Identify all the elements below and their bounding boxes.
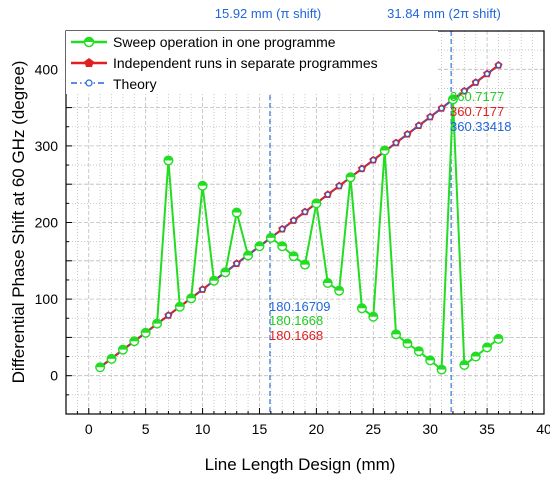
- sweep-data-point-fill: [198, 181, 207, 186]
- sweep-data-point-fill: [346, 173, 355, 178]
- annotation-16mm-independent: 180.1668: [269, 328, 323, 343]
- theory-data-point: [495, 62, 502, 68]
- sweep-data-point-fill: [300, 260, 310, 265]
- x-tick-label: 10: [195, 421, 211, 437]
- vline-label-2pi: 31.84 mm (2π shift): [387, 6, 501, 21]
- sweep-data-point-fill: [243, 251, 253, 256]
- legend-box: [66, 31, 438, 94]
- sweep-data-point-fill: [403, 339, 412, 344]
- y-tick-label: 300: [35, 138, 59, 154]
- theory-data-point: [302, 209, 308, 215]
- sweep-data-point-fill: [221, 267, 230, 273]
- theory-data-point: [427, 114, 433, 120]
- theory-data-point: [404, 131, 411, 137]
- sweep-data-point-fill: [141, 328, 150, 333]
- series-layer: [95, 61, 504, 375]
- sweep-data-point-fill: [255, 241, 264, 247]
- theory-data-point: [325, 191, 331, 198]
- x-tick-label: 5: [142, 421, 150, 437]
- sweep-data-point-fill: [232, 208, 242, 213]
- sweep-data-point-fill: [460, 360, 469, 365]
- x-tick-label: 15: [252, 421, 268, 437]
- x-tick-label: 0: [85, 421, 93, 437]
- sweep-data-point-fill: [437, 365, 446, 370]
- sweep-data-point-fill: [277, 241, 287, 247]
- sweep-data-point-fill: [494, 334, 503, 339]
- y-tick-label: 200: [35, 215, 59, 231]
- annotation-32mm-theory: 360.33418: [450, 119, 511, 134]
- theory-data-point: [165, 312, 172, 319]
- theory-data-point: [393, 140, 399, 146]
- sweep-data-point-fill: [129, 336, 139, 342]
- sweep-data-point-fill: [209, 276, 219, 281]
- x-tick-label: 35: [479, 421, 495, 437]
- x-tick-label: 40: [536, 421, 550, 437]
- x-tick-label: 25: [365, 421, 381, 437]
- legend-marker-sweep-fill: [84, 37, 94, 42]
- theory-data-point: [234, 260, 240, 267]
- x-axis-title: Line Length Design (mm): [205, 455, 396, 474]
- legend-item-independent: Independent runs in separate programmes: [71, 55, 378, 71]
- legend-item-theory: Theory: [71, 76, 157, 92]
- legend-item-sweep: Sweep operation in one programme: [71, 34, 336, 50]
- sweep-data-point-fill: [380, 146, 389, 151]
- annotation-16mm-sweep: 180.1668: [269, 313, 323, 328]
- sweep-data-point-fill: [186, 294, 196, 299]
- sweep-data-point-fill: [357, 303, 367, 309]
- x-tick-label: 30: [422, 421, 438, 437]
- sweep-data-point-fill: [368, 312, 378, 317]
- sweep-data-point-fill: [448, 95, 458, 100]
- sweep-data-point-fill: [482, 343, 492, 348]
- theory-data-point: [290, 217, 297, 224]
- legend-marker-independent: [84, 58, 94, 67]
- y-tick-label: 0: [50, 368, 58, 384]
- sweep-data-point-fill: [425, 356, 435, 361]
- sweep-data-point-fill: [164, 156, 173, 161]
- legend-label-theory: Theory: [113, 76, 157, 92]
- annotation-16mm: 180.16709 180.1668 180.1668: [269, 299, 330, 343]
- sweep-data-point-fill: [471, 352, 481, 357]
- theory-data-point: [370, 157, 376, 163]
- sweep-data-point-fill: [414, 346, 424, 352]
- sweep-data-point-fill: [289, 251, 298, 257]
- sweep-data-point-fill: [118, 345, 128, 350]
- theory-data-point: [461, 88, 468, 94]
- legend-label-independent: Independent runs in separate programmes: [113, 55, 378, 71]
- theory-data-point: [484, 71, 490, 77]
- legend: Sweep operation in one programme Indepen…: [66, 31, 438, 94]
- theory-data-point: [199, 286, 206, 293]
- sweep-data-point-fill: [152, 319, 162, 324]
- y-tick-label: 100: [35, 291, 59, 307]
- sweep-data-point-fill: [312, 199, 321, 204]
- theory-data-point: [438, 105, 445, 111]
- theory-data-point: [279, 226, 285, 232]
- sweep-data-point-fill: [107, 354, 116, 359]
- annotation-16mm-theory: 180.16709: [269, 299, 330, 314]
- theory-data-point: [416, 122, 422, 129]
- y-tick-label: 400: [35, 61, 59, 77]
- theory-data-point: [473, 79, 479, 86]
- annotation-32mm-sweep: 360.7177: [450, 89, 504, 104]
- sweep-data-point-fill: [266, 233, 276, 238]
- legend-marker-theory: [85, 79, 93, 87]
- annotation-32mm-independent: 360.7177: [450, 104, 504, 119]
- annotation-32mm: 360.7177 360.7177 360.33418: [450, 89, 511, 134]
- y-axis-title: Differential Phase Shift at 60 GHz (degr…: [9, 61, 28, 384]
- vline-label-pi: 15.92 mm (π shift): [215, 6, 322, 21]
- sweep-data-point-fill: [95, 362, 105, 368]
- legend-label-sweep: Sweep operation in one programme: [113, 34, 336, 50]
- theory-data-point: [359, 166, 365, 172]
- x-tick-label: 20: [309, 421, 325, 437]
- sweep-data-point-fill: [175, 302, 185, 307]
- sweep-data-point-fill: [391, 330, 401, 335]
- sweep-data-point-fill: [323, 278, 333, 284]
- sweep-data-point-fill: [334, 286, 344, 291]
- theory-data-point: [336, 183, 342, 189]
